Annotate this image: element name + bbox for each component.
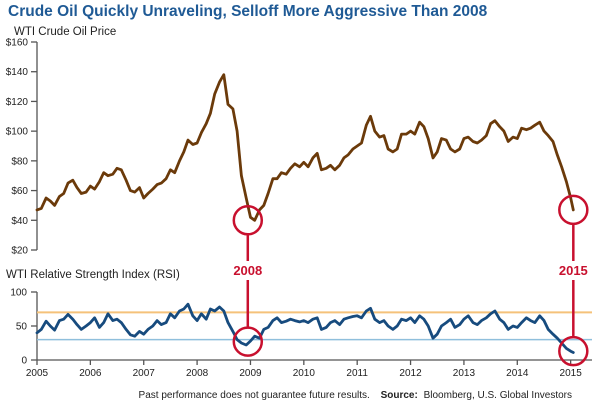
price-tick-label: $80 <box>11 156 28 167</box>
x-tick-label: 2015 <box>560 368 583 379</box>
chart-title: Crude Oil Quickly Unraveling, Selloff Mo… <box>8 3 488 20</box>
price-series-line <box>35 73 575 222</box>
price-tick-label: $60 <box>11 186 28 197</box>
price-tick-label: $140 <box>6 67 29 78</box>
price-tick-label: $20 <box>11 246 28 257</box>
x-tick-label: 2008 <box>186 368 209 379</box>
price-y-axis: $160 $140 $120 $100 $80 $60 $40 $20 <box>6 38 38 257</box>
rsi-panel-subtitle: WTI Relative Strength Index (RSI) <box>6 269 180 281</box>
price-tick-label: $120 <box>6 97 29 108</box>
x-tick-label: 2007 <box>133 368 156 379</box>
x-tick-label: 2005 <box>26 368 49 379</box>
x-tick-label: 2010 <box>293 368 316 379</box>
x-axis: 2005 2006 2007 2008 2009 2010 2011 2012 2013 2014… <box>26 359 592 379</box>
price-tick-label: $160 <box>6 38 29 49</box>
footer-source-text: Bloomberg, U.S. Global Investors <box>424 390 572 401</box>
x-tick-label: 2014 <box>506 368 529 379</box>
rsi-tick-label: 0 <box>21 356 27 367</box>
footer-disclaimer: Past performance does not guarantee futu… <box>139 390 370 401</box>
callout-circle-rsi-2008 <box>232 326 264 357</box>
rsi-tick-label: 50 <box>16 322 28 333</box>
price-tick-label: $100 <box>6 127 29 138</box>
annotations-layer: 2008 2015 <box>232 194 589 367</box>
callout-label-2008: 2008 <box>233 263 262 278</box>
rsi-tick-label: 100 <box>10 288 27 299</box>
series-layer <box>35 73 575 354</box>
rsi-reference-lines <box>37 311 592 341</box>
price-panel-subtitle: WTI Crude Oil Price <box>14 26 116 38</box>
x-tick-label: 2006 <box>79 368 102 379</box>
x-tick-label: 2013 <box>453 368 476 379</box>
price-tick-label: $40 <box>11 216 28 227</box>
callout-circle-rsi-2015 <box>558 335 589 367</box>
x-tick-label: 2009 <box>239 368 262 379</box>
footer: Past performance does not guarantee futu… <box>139 390 572 401</box>
x-tick-label: 2011 <box>346 368 368 379</box>
x-tick-label: 2012 <box>399 368 422 379</box>
rsi-y-axis: 100 50 0 <box>10 288 38 367</box>
footer-source-label: Source: <box>381 390 418 401</box>
callout-label-2015: 2015 <box>559 263 588 278</box>
rsi-series-line <box>35 302 575 354</box>
